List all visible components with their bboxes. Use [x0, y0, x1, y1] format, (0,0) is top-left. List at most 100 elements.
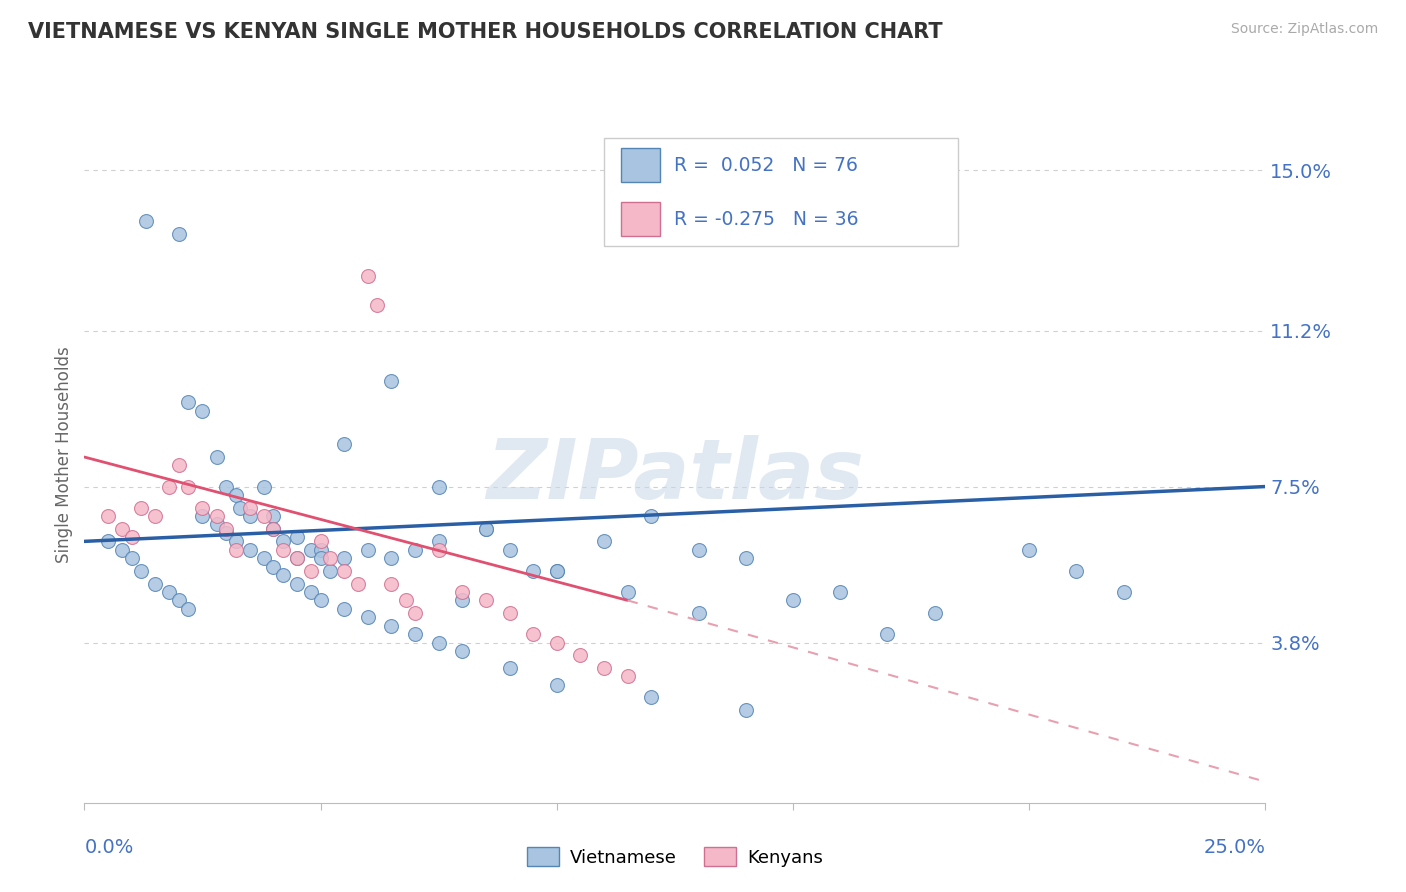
Point: [357, 610, 380, 624]
Point: [366, 298, 388, 312]
Point: [215, 522, 238, 536]
Point: [239, 509, 262, 524]
Point: [1066, 564, 1088, 578]
Point: [546, 678, 568, 692]
Point: [347, 576, 370, 591]
Point: [157, 479, 180, 493]
Point: [253, 509, 276, 524]
Point: [309, 551, 332, 566]
Point: [498, 606, 520, 620]
Point: [111, 542, 134, 557]
Point: [262, 509, 284, 524]
Point: [177, 395, 200, 409]
Point: [404, 606, 426, 620]
Point: [309, 542, 332, 557]
Point: [191, 403, 214, 417]
Point: [451, 593, 474, 607]
Point: [688, 542, 710, 557]
Point: [225, 488, 247, 502]
Point: [593, 534, 616, 549]
Point: [734, 551, 756, 566]
Point: [427, 542, 450, 557]
Point: [404, 627, 426, 641]
Text: R = -0.275   N = 36: R = -0.275 N = 36: [675, 210, 859, 228]
Point: [177, 602, 200, 616]
Point: [299, 542, 322, 557]
Point: [498, 661, 520, 675]
Point: [734, 703, 756, 717]
Point: [205, 509, 228, 524]
Text: ZIPatlas: ZIPatlas: [486, 435, 863, 516]
Point: [380, 374, 402, 388]
Point: [121, 551, 143, 566]
Point: [522, 627, 544, 641]
Point: [451, 644, 474, 658]
Point: [215, 479, 238, 493]
Point: [309, 593, 332, 607]
Point: [640, 509, 662, 524]
Point: [1018, 542, 1040, 557]
Point: [427, 479, 450, 493]
Point: [569, 648, 592, 663]
Point: [285, 576, 308, 591]
Y-axis label: Single Mother Households: Single Mother Households: [55, 347, 73, 563]
Point: [239, 500, 262, 515]
Text: Source: ZipAtlas.com: Source: ZipAtlas.com: [1230, 22, 1378, 37]
Point: [239, 542, 262, 557]
Point: [475, 522, 498, 536]
Point: [404, 542, 426, 557]
Point: [167, 458, 190, 473]
Point: [285, 551, 308, 566]
Point: [688, 606, 710, 620]
Point: [782, 593, 804, 607]
Point: [205, 450, 228, 464]
Point: [299, 564, 322, 578]
Point: [380, 576, 402, 591]
Point: [427, 534, 450, 549]
Point: [167, 593, 190, 607]
Point: [357, 542, 380, 557]
Point: [451, 585, 474, 599]
Point: [143, 509, 166, 524]
Point: [380, 551, 402, 566]
Point: [121, 530, 143, 544]
Point: [271, 568, 294, 582]
Legend: Vietnamese, Kenyans: Vietnamese, Kenyans: [519, 840, 831, 874]
Point: [333, 551, 356, 566]
Point: [285, 551, 308, 566]
Point: [319, 551, 342, 566]
Point: [129, 500, 152, 515]
Point: [167, 227, 190, 241]
Point: [924, 606, 946, 620]
Point: [253, 551, 276, 566]
Point: [111, 522, 134, 536]
Point: [333, 437, 356, 451]
Point: [593, 661, 616, 675]
Point: [1112, 585, 1135, 599]
Point: [191, 509, 214, 524]
Point: [640, 690, 662, 705]
Point: [285, 530, 308, 544]
Point: [522, 564, 544, 578]
Point: [253, 479, 276, 493]
Point: [319, 564, 342, 578]
Point: [271, 542, 294, 557]
Text: 25.0%: 25.0%: [1204, 838, 1265, 857]
Point: [97, 509, 120, 524]
Point: [546, 635, 568, 649]
Point: [333, 564, 356, 578]
Point: [299, 585, 322, 599]
Point: [177, 479, 200, 493]
Point: [333, 602, 356, 616]
Point: [309, 534, 332, 549]
Point: [205, 517, 228, 532]
Point: [191, 500, 214, 515]
Point: [357, 268, 380, 283]
Point: [143, 576, 166, 591]
Point: [830, 585, 852, 599]
Point: [546, 564, 568, 578]
Point: [475, 593, 498, 607]
Point: [427, 635, 450, 649]
Point: [135, 214, 157, 228]
Point: [546, 564, 568, 578]
